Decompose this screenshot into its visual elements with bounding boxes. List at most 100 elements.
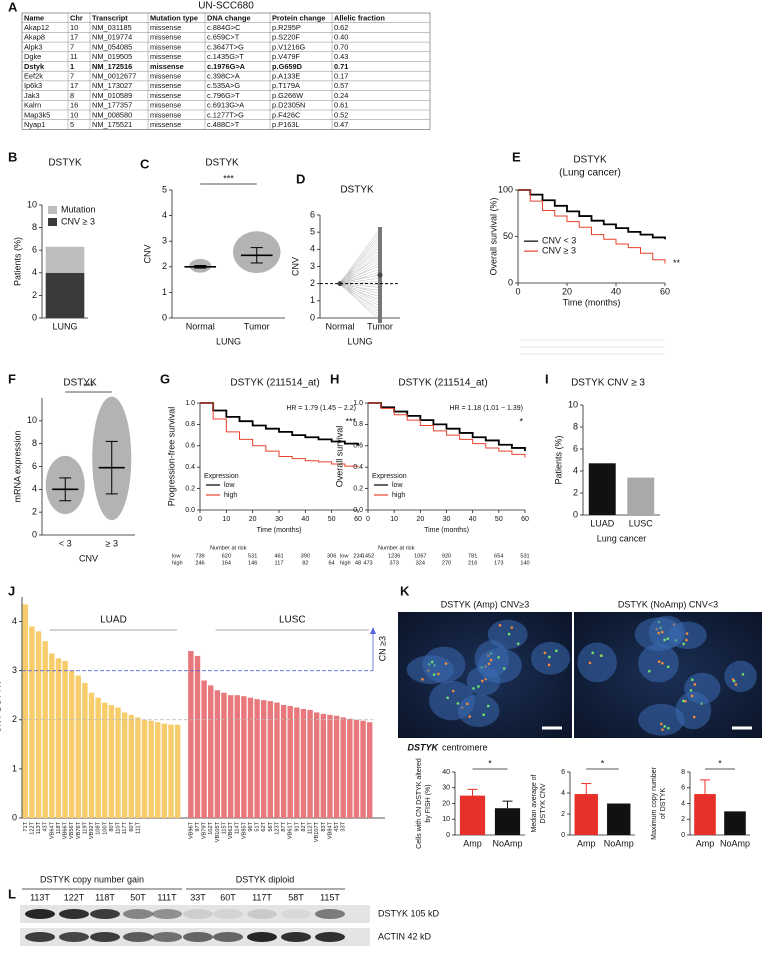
fish-signal bbox=[543, 651, 547, 655]
y-tick-label: 3 bbox=[310, 261, 315, 271]
bar bbox=[227, 695, 234, 818]
y-tick-label: 4 bbox=[12, 616, 17, 626]
blot-band bbox=[152, 932, 182, 942]
x-tick-label: 60T bbox=[129, 821, 135, 831]
fish-signal bbox=[482, 713, 485, 716]
table-cell: c.796G>T bbox=[207, 91, 240, 100]
x-tick-label: VB66T bbox=[63, 821, 69, 839]
table-cell: NM_0012677 bbox=[92, 72, 136, 81]
y-tick-label: 8 bbox=[681, 769, 685, 776]
x-tick-label: 102T bbox=[208, 821, 214, 834]
survival-curve bbox=[200, 402, 359, 446]
survival-curve bbox=[200, 402, 359, 468]
x-tick-label: VB96T bbox=[188, 821, 194, 839]
fish-signal bbox=[681, 699, 685, 703]
risk-count: 390 bbox=[301, 553, 310, 559]
table-cell: c.6913G>A bbox=[207, 101, 244, 110]
x-tick-label: 30 bbox=[275, 516, 283, 523]
pair-line bbox=[339, 228, 381, 283]
x-tick-label: VB62T bbox=[228, 821, 234, 839]
blot-band bbox=[247, 932, 277, 942]
x-tick-label: 10 bbox=[222, 516, 230, 523]
bar bbox=[55, 658, 62, 818]
y-tick-label: 0.6 bbox=[185, 443, 195, 450]
table-cell: 10 bbox=[70, 110, 78, 119]
fish-signal bbox=[446, 696, 449, 700]
bar bbox=[168, 724, 174, 818]
table-cell: NM_177357 bbox=[92, 101, 132, 110]
y-tick-label: 4 bbox=[310, 244, 315, 254]
x-tick-label: 82T bbox=[301, 821, 307, 831]
lane-label: 60T bbox=[220, 892, 236, 902]
x-tick-label: 40 bbox=[611, 286, 621, 296]
x-tick-label: 83T bbox=[321, 821, 327, 831]
blot-band bbox=[90, 932, 120, 942]
y-tick-label: 20 bbox=[442, 800, 450, 807]
y-axis-label: Overall survival bbox=[334, 426, 344, 488]
x-tick-label: 122T bbox=[29, 821, 35, 834]
fish-signal bbox=[555, 649, 558, 653]
y-tick-label: 2 bbox=[561, 811, 565, 818]
panel-label: A bbox=[8, 0, 18, 14]
bar bbox=[208, 685, 214, 818]
x-tick-label: 80T bbox=[109, 821, 115, 831]
y-tick-label: 0 bbox=[12, 812, 17, 822]
x-tick-label: 51T bbox=[255, 821, 261, 831]
x-tick-label: 0 bbox=[515, 286, 520, 296]
y-tick-label: 0.2 bbox=[353, 485, 363, 492]
pair-line bbox=[339, 237, 381, 283]
risk-count: 473 bbox=[363, 560, 372, 566]
blot-band bbox=[123, 932, 153, 942]
bar bbox=[459, 795, 486, 835]
fish-signal bbox=[690, 694, 694, 698]
legend-swatch bbox=[48, 218, 57, 226]
blot-group: DSTYK copy number gain bbox=[40, 874, 144, 884]
y-tick-label: 0 bbox=[561, 832, 565, 839]
bar bbox=[102, 702, 108, 818]
y-tick-label: 0.2 bbox=[185, 485, 195, 492]
lane-label: 117T bbox=[252, 892, 272, 902]
fish-signal bbox=[497, 656, 500, 659]
table-cell: c.398C>A bbox=[207, 72, 240, 81]
fish-signal bbox=[657, 631, 660, 635]
chart-title: DSTYK CNV ≥ 3 bbox=[571, 378, 645, 389]
y-tick-label: 0.6 bbox=[353, 443, 363, 450]
bar bbox=[241, 696, 247, 818]
bar bbox=[694, 794, 716, 835]
y-tick-label: 6 bbox=[32, 245, 37, 255]
risk-count: 234 bbox=[353, 553, 362, 559]
x-tick-label: NoAmp bbox=[492, 838, 522, 848]
fish-signal bbox=[660, 630, 664, 634]
chart-title: DSTYK (211514_at) bbox=[398, 378, 487, 389]
bar bbox=[347, 718, 353, 818]
table-cell: p.G266W bbox=[272, 91, 303, 100]
fish-signal bbox=[692, 715, 696, 719]
y-tick-label: 0 bbox=[310, 312, 315, 322]
legend-label: high bbox=[224, 492, 237, 499]
fish-title: DSTYK (NoAmp) CNV<3 bbox=[618, 599, 718, 609]
table-cell: NM_172516 bbox=[92, 62, 132, 71]
panel-label: H bbox=[330, 371, 339, 386]
x-tick-label: VB79T bbox=[202, 821, 208, 839]
bar bbox=[141, 719, 148, 818]
table-cell: Akap12 bbox=[24, 23, 49, 32]
table-cell: 0.52 bbox=[334, 110, 348, 119]
fish-signal bbox=[661, 728, 664, 731]
x-tick-label: 20 bbox=[562, 286, 572, 296]
table-cell: 0.40 bbox=[334, 33, 348, 42]
fish-signal bbox=[663, 638, 666, 642]
table-header: Transcript bbox=[92, 13, 128, 22]
y-tick-label: 100 bbox=[498, 184, 513, 194]
fish-signal bbox=[591, 651, 595, 655]
x-tick-label: 97T bbox=[195, 821, 201, 831]
table-cell: 0.47 bbox=[334, 120, 348, 129]
x-axis-label: Lung cancer bbox=[597, 533, 647, 543]
y-tick-label: 2 bbox=[32, 290, 37, 300]
x-tick-label: 117T bbox=[122, 821, 128, 834]
fish-signal bbox=[421, 678, 424, 681]
bar bbox=[366, 722, 373, 818]
risk-title: Number at risk bbox=[378, 545, 415, 551]
fish-signal bbox=[732, 679, 736, 683]
y-tick-label: 0.0 bbox=[185, 507, 195, 514]
table-cell: NM_031185 bbox=[92, 23, 132, 32]
